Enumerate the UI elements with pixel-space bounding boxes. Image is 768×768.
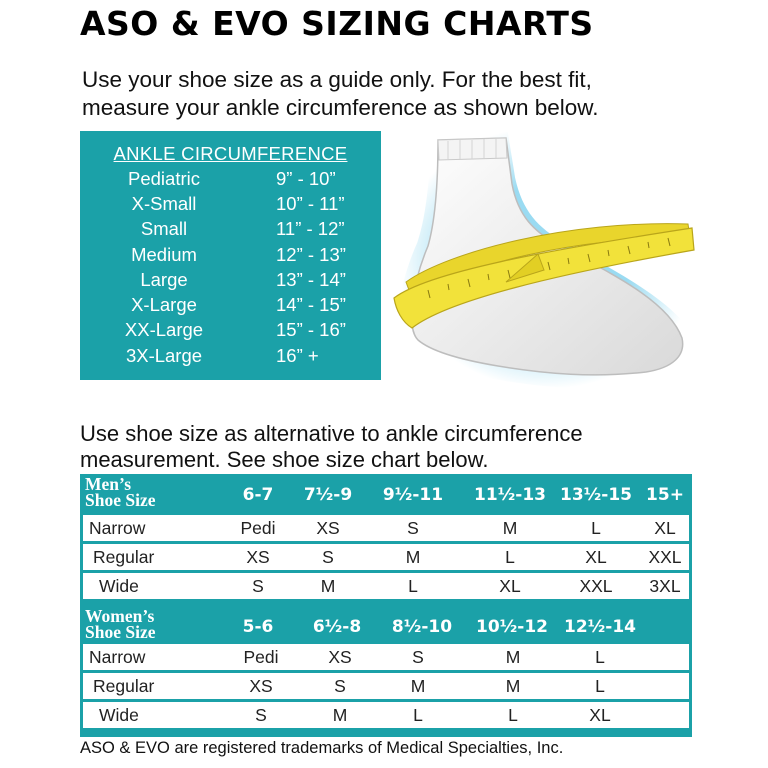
ankle-measure: 16” + (276, 345, 319, 366)
ankle-row: Medium 12” - 13” (80, 244, 381, 269)
ankle-chart-header: ANKLE CIRCUMFERENCE (113, 143, 348, 164)
intro-line-2: measure your ankle circumference as show… (82, 95, 599, 120)
size-cell: L (413, 705, 423, 725)
table-row: Narrow Pedi XS S M L (83, 644, 689, 670)
womens-shoe-size-label: Women’s Shoe Size (85, 606, 156, 642)
width-label: Narrow (89, 518, 146, 538)
alt-line-1: Use shoe size as alternative to ankle ci… (80, 421, 583, 446)
size-cell: S (412, 647, 424, 667)
intro-text: Use your shoe size as a guide only. For … (82, 66, 722, 122)
size-cell: 3XL (649, 576, 681, 596)
ankle-row: XX-Large 15” - 16” (80, 319, 381, 344)
ankle-size-label: X-Large (131, 294, 197, 315)
ankle-size-label: Medium (131, 244, 197, 265)
mens-size-header: 13½-15 (560, 485, 632, 505)
size-cell: L (595, 647, 605, 667)
size-cell: L (408, 576, 418, 596)
ankle-measure: 13” - 14” (276, 269, 346, 290)
ankle-row: X-Large 14” - 15” (80, 294, 381, 319)
ankle-circumference-chart: ANKLE CIRCUMFERENCE Pediatric 9” - 10” X… (80, 131, 381, 380)
measuring-tape-front (393, 227, 695, 329)
table-row: Wide S M L L XL (83, 702, 689, 728)
ankle-measure: 15” - 16” (276, 319, 346, 340)
width-label: Narrow (89, 647, 146, 667)
womens-size-header: 6½-8 (312, 617, 362, 637)
size-cell: XS (328, 647, 352, 667)
ankle-measure: 10” - 11” (276, 193, 345, 214)
ankle-size-label: X-Small (131, 193, 197, 214)
womens-size-header: 12½-14 (564, 617, 636, 637)
ankle-row: X-Small 10” - 11” (80, 193, 381, 218)
size-cell: L (508, 705, 518, 725)
ankle-row: 3X-Large 16” + (80, 345, 381, 370)
mens-size-header: 6-7 (242, 485, 274, 505)
size-cell: M (320, 576, 336, 596)
size-cell: M (505, 647, 521, 667)
size-cell: M (405, 547, 421, 567)
ankle-row: Pediatric 9” - 10” (80, 168, 381, 193)
ankle-size-label: Pediatric (128, 168, 200, 189)
size-cell: M (332, 705, 348, 725)
size-cell: XS (249, 676, 273, 696)
mens-size-header: 11½-13 (474, 485, 546, 505)
ankle-measure: 12” - 13” (276, 244, 346, 265)
size-cell: M (502, 518, 518, 538)
ankle-measure: 11” - 12” (276, 218, 345, 239)
size-cell: S (322, 547, 334, 567)
ankle-measure: 9” - 10” (276, 168, 336, 189)
size-cell: M (505, 676, 521, 696)
size-cell: Pedi (243, 647, 279, 667)
alternative-text: Use shoe size as alternative to ankle ci… (80, 421, 740, 473)
size-cell: Pedi (240, 518, 276, 538)
shoe-size-chart: Men’s Shoe Size 6-7 7½-9 9½-11 11½-13 13… (80, 474, 692, 737)
size-cell: XL (589, 705, 611, 725)
womens-size-header: 8½-10 (391, 617, 453, 637)
size-cell: XS (246, 547, 270, 567)
size-cell: XS (316, 518, 340, 538)
mens-size-header: 15+ (646, 485, 684, 505)
size-cell: S (255, 705, 267, 725)
size-cell: XL (585, 547, 607, 567)
size-cell: XL (654, 518, 676, 538)
ankle-measure: 14” - 15” (276, 294, 346, 315)
size-cell: M (410, 676, 426, 696)
table-row: Narrow Pedi XS S M L XL (83, 515, 689, 541)
table-row: Wide S M L XL XXL 3XL (83, 573, 689, 599)
size-cell: L (591, 518, 601, 538)
table-row: Regular XS S M M L (83, 673, 689, 699)
size-cell: S (252, 576, 264, 596)
width-label: Wide (99, 576, 139, 596)
ankle-size-label: 3X-Large (125, 345, 203, 366)
page-title: ASO & EVO SIZING CHARTS (80, 4, 594, 43)
mens-size-header: 9½-11 (382, 485, 444, 505)
mens-size-header: 7½-9 (303, 485, 353, 505)
table-row: Regular XS S M L XL XXL (83, 544, 689, 570)
mens-shoe-size-label: Men’s Shoe Size (85, 474, 156, 510)
size-cell: S (407, 518, 419, 538)
size-cell: XL (499, 576, 521, 596)
ankle-row: Large 13” - 14” (80, 269, 381, 294)
width-label: Regular (93, 676, 155, 696)
foot-measuring-tape-illustration (393, 132, 699, 389)
ankle-size-label: Small (140, 218, 188, 239)
ankle-size-label: XX-Large (124, 319, 204, 340)
ankle-row: Small 11” - 12” (80, 218, 381, 243)
width-label: Wide (99, 705, 139, 725)
size-cell: XXL (579, 576, 613, 596)
width-label: Regular (93, 547, 155, 567)
womens-size-header: 10½-12 (476, 617, 548, 637)
size-cell: L (505, 547, 515, 567)
size-cell: L (595, 676, 605, 696)
womens-size-header: 5-6 (242, 617, 274, 637)
mens-header-row: Men’s Shoe Size 6-7 7½-9 9½-11 11½-13 13… (80, 474, 692, 510)
trademark-footer: ASO & EVO are registered trademarks of M… (80, 739, 564, 757)
alt-line-2: measurement. See shoe size chart below. (80, 447, 489, 472)
size-cell: XXL (648, 547, 682, 567)
ankle-size-label: Large (140, 269, 188, 290)
womens-header-row: Women’s Shoe Size 5-6 6½-8 8½-10 10½-12 … (80, 606, 692, 642)
intro-line-1: Use your shoe size as a guide only. For … (82, 67, 592, 92)
size-cell: S (334, 676, 346, 696)
